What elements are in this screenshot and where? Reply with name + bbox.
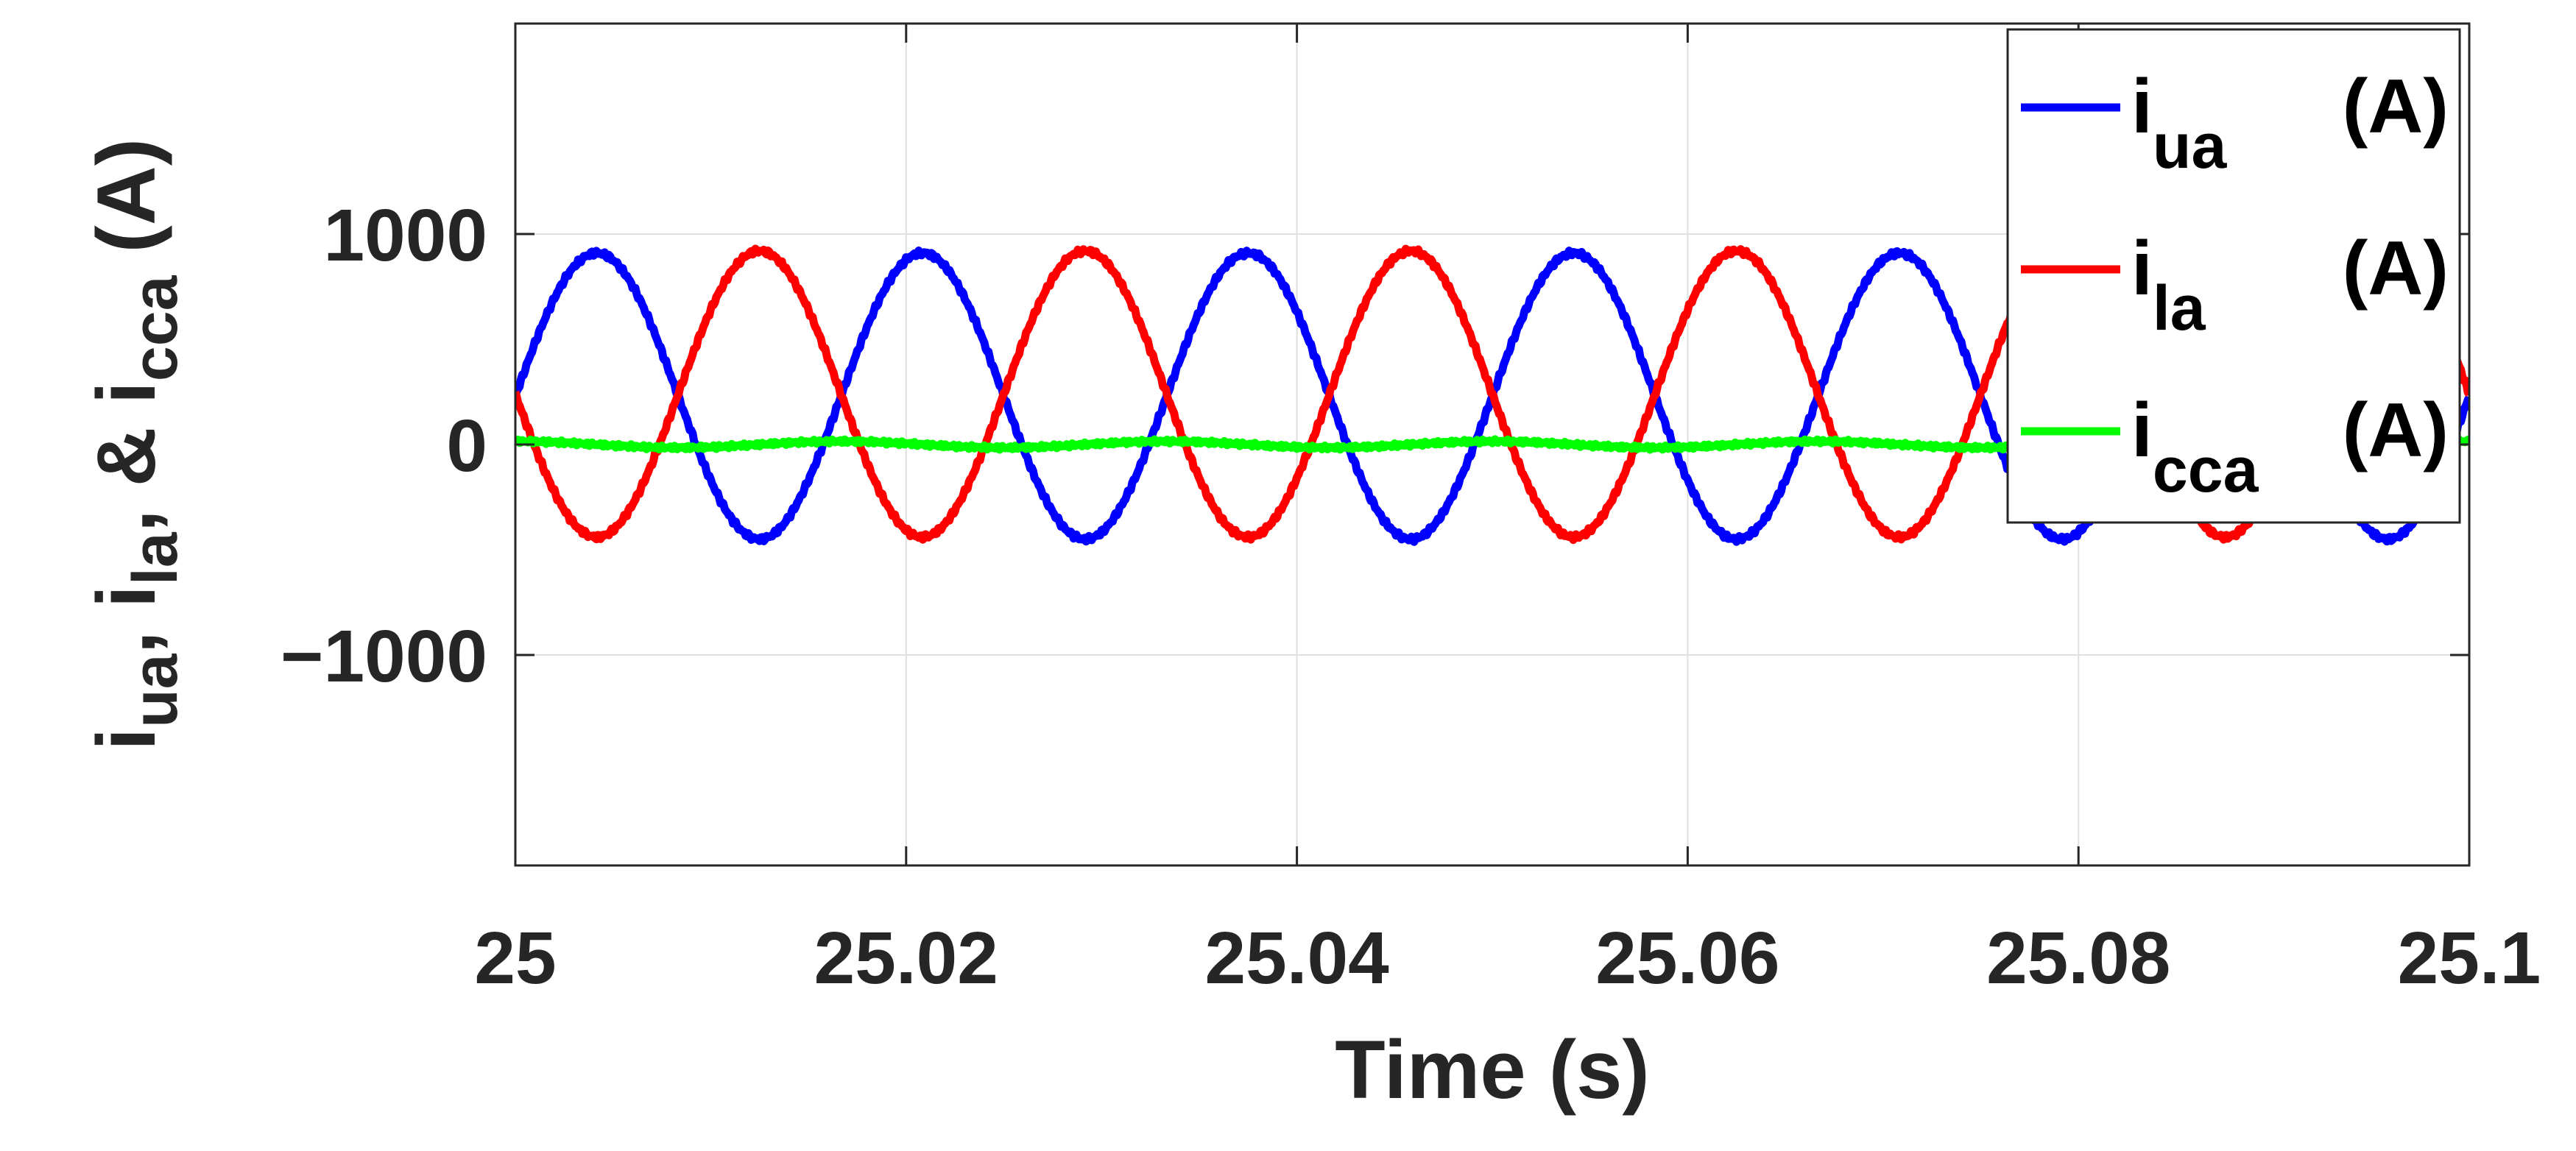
legend-unit-ua: (A) — [2343, 64, 2449, 149]
x-tick-label: 25.06 — [1595, 917, 1779, 999]
x-tick-label: 25 — [474, 917, 556, 999]
x-tick-label: 25.1 — [2398, 917, 2541, 999]
legend-label-la: ila — [2131, 226, 2206, 344]
legend-unit-la: (A) — [2343, 226, 2449, 311]
legend-label-ua: iua — [2131, 64, 2227, 182]
y-tick-label: −1000 — [280, 615, 487, 698]
x-tick-labels: 25 25.02 25.04 25.06 25.08 25.1 — [474, 917, 2541, 999]
y-tick-label: 0 — [446, 405, 487, 487]
y-tick-labels: −1000 0 1000 — [280, 194, 487, 698]
y-tick-label: 1000 — [324, 194, 487, 277]
x-tick-label: 25.08 — [1986, 917, 2170, 999]
legend-box — [2006, 28, 2461, 524]
x-tick-label: 25.02 — [814, 917, 998, 999]
y-axis-title: iua, ila, & icca (A) — [80, 138, 191, 751]
x-axis-title: Time (s) — [1335, 1024, 1649, 1116]
x-tick-label: 25.04 — [1204, 917, 1389, 999]
legend-unit-cca: (A) — [2343, 388, 2449, 473]
legend: iua (A) ila (A) icca (A) — [2006, 28, 2461, 524]
legend-label-cca: icca — [2131, 388, 2259, 506]
